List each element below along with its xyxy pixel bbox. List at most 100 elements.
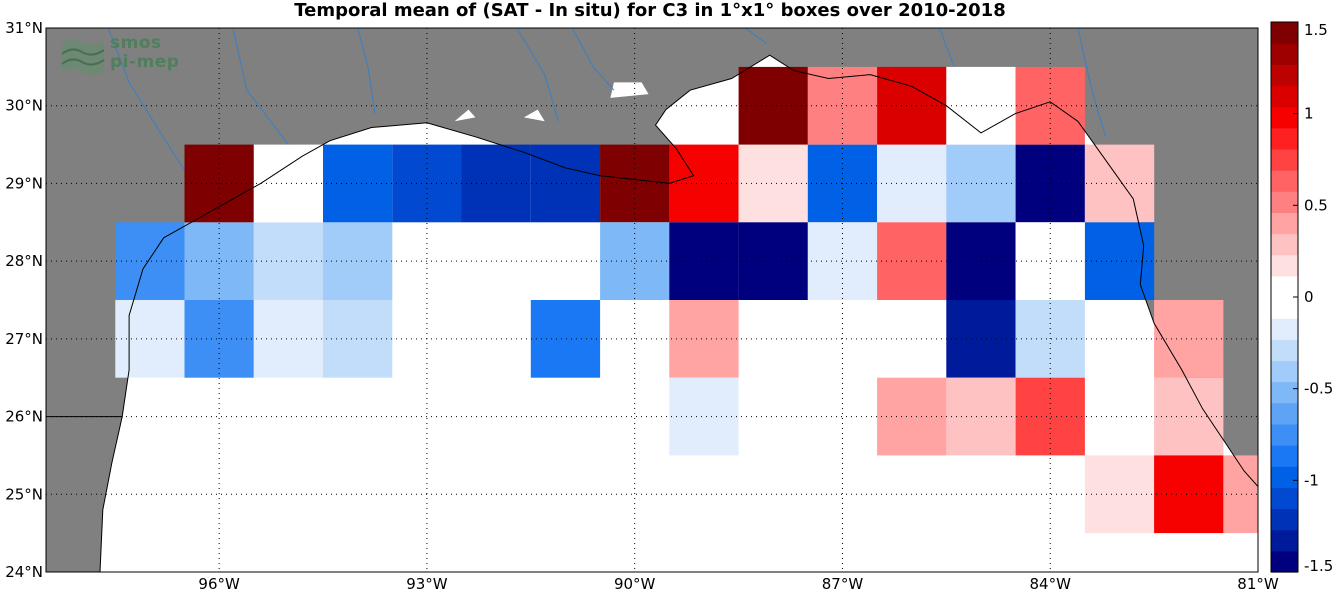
axis-tick-labels: 96°W 93°W 90°W 87°W 84°W 81°W 24°N 25°N 26°N 27°N… [5, 19, 1279, 592]
colorbar-swatch [1271, 423, 1298, 446]
river [232, 28, 289, 145]
lon-tick-label: 93°W [406, 575, 448, 592]
mexico-land [46, 416, 123, 572]
colorbar-swatch [1271, 508, 1298, 531]
lon-tick-label: 81°W [1237, 575, 1279, 592]
colorbar-swatch [1271, 191, 1298, 213]
heatmap-cell [946, 66, 1016, 145]
river [516, 28, 559, 122]
logo-line-2: pi-mep [110, 52, 180, 72]
map-title: Temporal mean of (SAT - In situ) for C3 … [294, 0, 1006, 21]
colorbar-swatch [1271, 297, 1298, 319]
lat-tick-label: 29°N [5, 174, 43, 192]
river [745, 28, 767, 44]
heatmap-cell [1015, 377, 1085, 456]
colorbar-swatch [1271, 212, 1298, 235]
heatmap-cell [253, 222, 324, 300]
colorbar-tick-label: 0.5 [1304, 196, 1328, 214]
river [1077, 28, 1107, 137]
heatmap-cell [1154, 377, 1224, 456]
heatmap-cell [807, 222, 878, 300]
logo-line-1: smos [110, 33, 162, 53]
colorbar-swatch [1271, 64, 1298, 87]
river [357, 28, 376, 114]
colorbar-swatch [1271, 106, 1298, 129]
heatmap-cell [807, 66, 878, 145]
lon-tick-label: 96°W [198, 575, 240, 592]
colorbar-swatch [1271, 487, 1298, 510]
heatmap-cell [323, 144, 393, 223]
heatmap-cell [669, 377, 739, 456]
heatmap-cell [530, 300, 601, 378]
colorbar-swatch [1271, 170, 1298, 192]
colorbar-swatch [1271, 360, 1298, 383]
heatmap-cell [946, 222, 1016, 300]
heatmap-cell [530, 144, 601, 223]
inland-lake [523, 109, 545, 122]
colorbar-tick-label: -1.5 [1304, 557, 1333, 575]
colorbar-swatch [1271, 233, 1298, 256]
graticule [46, 27, 1259, 573]
colorbar-swatch [1271, 127, 1298, 150]
colorbar-tick-label: 1 [1304, 105, 1314, 123]
land-mass [46, 28, 1258, 572]
heatmap-cell [1084, 455, 1155, 534]
colorbar-swatch [1271, 318, 1298, 340]
heatmap-cell [1223, 455, 1258, 534]
heatmap-cell [946, 300, 1016, 378]
colorbar-swatch [1271, 550, 1298, 573]
colorbar-swatch [1271, 275, 1298, 298]
smos-pi-mep-logo: smos pi-mep [60, 34, 200, 78]
heatmap-cell [1154, 455, 1224, 534]
colorbar-swatch [1271, 381, 1298, 404]
colorbar-swatch [1271, 402, 1298, 425]
lat-tick-label: 30°N [5, 97, 43, 115]
heatmap-cell [738, 222, 808, 300]
coastline [46, 54, 1258, 572]
colorbar-swatch [1271, 85, 1298, 108]
river [571, 28, 615, 91]
inland-lake [454, 109, 476, 122]
colorbar-swatch [1271, 529, 1298, 552]
lon-tick-label: 84°W [1030, 575, 1072, 592]
lat-tick-label: 26°N [5, 408, 43, 426]
heatmap-cell [946, 144, 1016, 223]
colorbar-tick-label: 0 [1304, 288, 1314, 306]
colorbar-tick-label: 1.5 [1304, 21, 1328, 39]
lat-tick-label: 31°N [5, 19, 43, 37]
colorbar-swatch [1271, 445, 1298, 467]
us-coastline [46, 54, 1258, 487]
inland-lake [610, 82, 649, 98]
heatmap-cell [1154, 300, 1224, 378]
colorbar-tick-label: -1 [1304, 471, 1319, 489]
colorbar-swatch [1271, 466, 1298, 488]
colorbar-swatch [1271, 148, 1298, 171]
heatmap-cell [738, 66, 808, 145]
heatmap-cell [669, 222, 739, 300]
heatmap-cell [1015, 222, 1085, 300]
lon-tick-label: 87°W [822, 575, 864, 592]
heatmap-cell [323, 222, 393, 300]
heatmap-cell [1084, 144, 1155, 223]
heatmap-cell [946, 377, 1016, 456]
lon-tick-label: 90°W [614, 575, 656, 592]
colorbar: 1.5 1 0.5 0 -0.5 -1 -1.5 [1270, 21, 1333, 575]
lat-tick-label: 25°N [5, 485, 43, 503]
colorbar-swatch [1271, 339, 1298, 362]
lat-tick-label: 27°N [5, 330, 43, 348]
heatmap-cell [323, 300, 393, 378]
heatmap-cell [1015, 66, 1085, 145]
lat-tick-label: 28°N [5, 252, 43, 270]
lat-tick-label: 24°N [5, 563, 43, 581]
heatmap-cell [738, 144, 808, 223]
colorbar-swatch [1271, 22, 1298, 44]
mexico-coastline [99, 416, 123, 572]
colorbar-tick-label: -0.5 [1304, 380, 1333, 398]
heatmap-cell [253, 144, 324, 223]
logo-waves-icon [61, 39, 105, 75]
heatmap-cell [115, 300, 185, 378]
heatmap-cell [669, 144, 739, 223]
map-frame [45, 27, 1259, 573]
us-land [46, 28, 1258, 487]
